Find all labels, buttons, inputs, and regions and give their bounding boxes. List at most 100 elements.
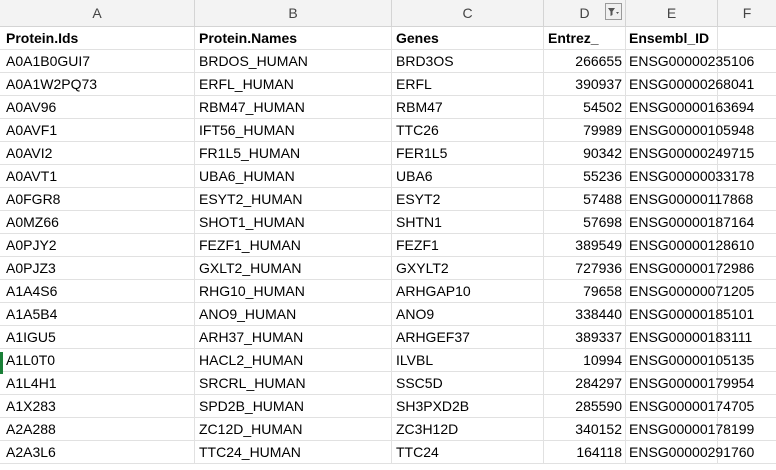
- column-header-a[interactable]: A: [0, 0, 195, 26]
- cell-protein-id[interactable]: A0AVF1: [0, 119, 195, 142]
- cell-ensembl[interactable]: ENSG00000172986: [626, 257, 754, 280]
- cell-protein-name[interactable]: SPD2B_HUMAN: [195, 395, 392, 418]
- cell-empty[interactable]: [718, 395, 776, 418]
- cell-entrez[interactable]: 57488: [544, 188, 626, 211]
- cell-gene[interactable]: ARHGAP10: [392, 280, 544, 303]
- cell-protein-id[interactable]: A1A5B4: [0, 303, 195, 326]
- cell-empty[interactable]: [718, 73, 776, 96]
- cell-protein-name[interactable]: TTC24_HUMAN: [195, 441, 392, 464]
- cell-ensembl[interactable]: ENSG00000183111: [626, 326, 752, 349]
- cell-protein-id[interactable]: A0AVI2: [0, 142, 195, 165]
- cell-empty[interactable]: [718, 303, 776, 326]
- cell-protein-id[interactable]: A2A288: [0, 418, 195, 441]
- cell-ensembl[interactable]: ENSG00000235106: [626, 50, 754, 73]
- cell-gene[interactable]: BRD3OS: [392, 50, 544, 73]
- cell-protein-id[interactable]: A0AVT1: [0, 165, 195, 188]
- cell-empty[interactable]: [718, 441, 776, 464]
- cell-empty[interactable]: [718, 257, 776, 280]
- cell-ensembl[interactable]: ENSG00000174705: [626, 395, 754, 418]
- cell-protein-name[interactable]: ERFL_HUMAN: [195, 73, 392, 96]
- cell-gene[interactable]: SHTN1: [392, 211, 544, 234]
- cell-empty[interactable]: [718, 96, 776, 119]
- cell-gene[interactable]: FEZF1: [392, 234, 544, 257]
- cell-empty[interactable]: [718, 372, 776, 395]
- filter-dropdown-button[interactable]: [605, 3, 622, 20]
- cell-entrez[interactable]: 90342: [544, 142, 626, 165]
- cell-empty[interactable]: [718, 211, 776, 234]
- header-cell-entrez[interactable]: Entrez_: [544, 27, 626, 50]
- header-cell-genes[interactable]: Genes: [392, 27, 544, 50]
- cell-gene[interactable]: SH3PXD2B: [392, 395, 544, 418]
- cell-ensembl[interactable]: ENSG00000185101: [626, 303, 754, 326]
- cell-entrez[interactable]: 389549: [544, 234, 626, 257]
- cell-gene[interactable]: ANO9: [392, 303, 544, 326]
- cell-protein-name[interactable]: RHG10_HUMAN: [195, 280, 392, 303]
- cell-ensembl[interactable]: ENSG00000128610: [626, 234, 754, 257]
- cell-ensembl[interactable]: ENSG00000117868: [626, 188, 753, 211]
- cell-ensembl[interactable]: ENSG00000249715: [626, 142, 754, 165]
- cell-empty[interactable]: [718, 119, 776, 142]
- cell-entrez[interactable]: 55236: [544, 165, 626, 188]
- column-header-d[interactable]: D: [544, 0, 626, 26]
- cell-protein-name[interactable]: HACL2_HUMAN: [195, 349, 392, 372]
- cell-entrez[interactable]: 164118: [544, 441, 626, 464]
- cell-gene[interactable]: ERFL: [392, 73, 544, 96]
- cell-entrez[interactable]: 285590: [544, 395, 626, 418]
- cell-entrez[interactable]: 266655: [544, 50, 626, 73]
- cell-gene[interactable]: UBA6: [392, 165, 544, 188]
- cell-empty[interactable]: [718, 142, 776, 165]
- cell-gene[interactable]: SSC5D: [392, 372, 544, 395]
- cell-protein-id[interactable]: A0A1B0GUI7: [0, 50, 195, 73]
- cell-ensembl[interactable]: ENSG00000033178: [626, 165, 754, 188]
- cell-protein-id[interactable]: A1IGU5: [0, 326, 195, 349]
- cell-gene[interactable]: GXYLT2: [392, 257, 544, 280]
- cell-protein-name[interactable]: UBA6_HUMAN: [195, 165, 392, 188]
- cell-empty[interactable]: [718, 418, 776, 441]
- cell-entrez[interactable]: 389337: [544, 326, 626, 349]
- cell-entrez[interactable]: 79989: [544, 119, 626, 142]
- cell-ensembl[interactable]: ENSG00000291760: [626, 441, 754, 464]
- cell-entrez[interactable]: 340152: [544, 418, 626, 441]
- cell-ensembl[interactable]: ENSG00000178199: [626, 418, 754, 441]
- column-header-c[interactable]: C: [392, 0, 544, 26]
- cell-protein-id[interactable]: A1L4H1: [0, 372, 195, 395]
- cell-protein-id[interactable]: A1X283: [0, 395, 195, 418]
- cell-gene[interactable]: ESYT2: [392, 188, 544, 211]
- cell-empty[interactable]: [718, 234, 776, 257]
- cell-protein-id[interactable]: A1L0T0: [0, 349, 195, 372]
- column-header-b[interactable]: B: [195, 0, 392, 26]
- cell-protein-id[interactable]: A0AV96: [0, 96, 195, 119]
- cell-protein-id[interactable]: A2A3L6: [0, 441, 195, 464]
- cell-gene[interactable]: ZC3H12D: [392, 418, 544, 441]
- cell-protein-id[interactable]: A0FGR8: [0, 188, 195, 211]
- cell-gene[interactable]: ILVBL: [392, 349, 544, 372]
- cell-protein-name[interactable]: GXLT2_HUMAN: [195, 257, 392, 280]
- cell-empty[interactable]: [718, 165, 776, 188]
- cell-empty[interactable]: [718, 50, 776, 73]
- cell-gene[interactable]: TTC24: [392, 441, 544, 464]
- cell-empty[interactable]: [718, 326, 776, 349]
- cell-entrez[interactable]: 57698: [544, 211, 626, 234]
- cell-entrez[interactable]: 284297: [544, 372, 626, 395]
- cell-protein-name[interactable]: SHOT1_HUMAN: [195, 211, 392, 234]
- cell-ensembl[interactable]: ENSG00000071205: [626, 280, 754, 303]
- cell-entrez[interactable]: 10994: [544, 349, 626, 372]
- cell-ensembl[interactable]: ENSG00000105135: [626, 349, 754, 372]
- cell-gene[interactable]: FER1L5: [392, 142, 544, 165]
- cell-protein-name[interactable]: ANO9_HUMAN: [195, 303, 392, 326]
- cell-gene[interactable]: ARHGEF37: [392, 326, 544, 349]
- cell-protein-name[interactable]: IFT56_HUMAN: [195, 119, 392, 142]
- cell-protein-name[interactable]: ARH37_HUMAN: [195, 326, 392, 349]
- cell-protein-name[interactable]: ZC12D_HUMAN: [195, 418, 392, 441]
- cell-ensembl[interactable]: ENSG00000268041: [626, 73, 754, 96]
- cell-protein-name[interactable]: ESYT2_HUMAN: [195, 188, 392, 211]
- cell-entrez[interactable]: 727936: [544, 257, 626, 280]
- header-cell-ensembl[interactable]: Ensembl_ID: [626, 27, 718, 50]
- header-cell-protein-ids[interactable]: Protein.Ids: [0, 27, 195, 50]
- cell-protein-id[interactable]: A1A4S6: [0, 280, 195, 303]
- cell-gene[interactable]: TTC26: [392, 119, 544, 142]
- cell-empty[interactable]: [718, 188, 776, 211]
- cell-protein-name[interactable]: BRDOS_HUMAN: [195, 50, 392, 73]
- column-header-e[interactable]: E: [626, 0, 718, 26]
- cell-empty[interactable]: [718, 349, 776, 372]
